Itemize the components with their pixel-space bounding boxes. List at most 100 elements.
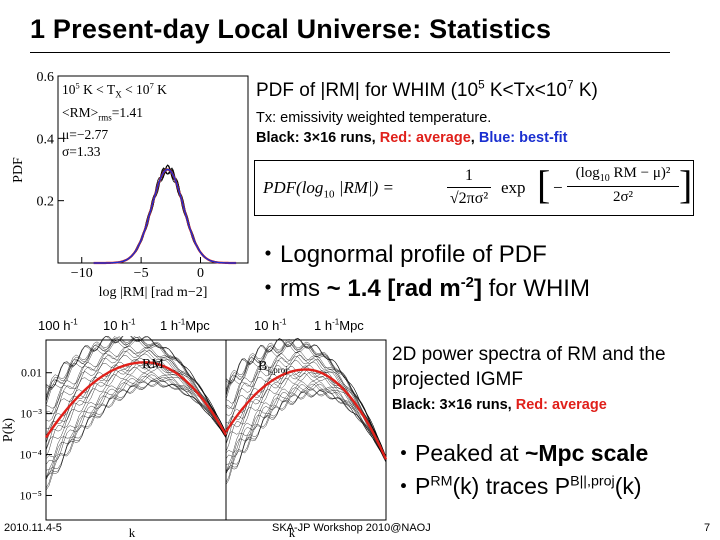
spectra-left-run-line	[45, 373, 227, 471]
spectra-right-run-line	[225, 355, 387, 459]
spectra-left-run-line	[45, 379, 227, 489]
footer-workshop: SKA-JP Workshop 2010@NAOJ	[272, 522, 431, 534]
scale-label-1-left: 1 h-1Mpc	[160, 317, 210, 333]
formula-bracket-left: [	[537, 162, 551, 207]
spectra-right-curves	[224, 337, 388, 485]
pdf-plot: −10 −5 0 0.2 0.4 0.6 PDF log |RM| [rad m−2]	[11, 70, 249, 300]
pdf-ytick-label: 0.4	[37, 132, 55, 147]
spectra-right-run-line	[225, 381, 387, 465]
spectra-left-run-line	[45, 345, 227, 435]
spectra-left-run-line	[45, 336, 227, 433]
pdf-run-line	[93, 164, 235, 264]
spectra-ytick-label: 0.01	[21, 366, 42, 380]
pdf-xtick-label: −10	[71, 266, 93, 281]
spectra-legend: Black: 3×16 runs, Red: average	[392, 397, 607, 413]
spectra-left-average-line	[45, 361, 228, 439]
pdf-run-line	[93, 164, 235, 264]
pdf-xlabel: log |RM| [rad m−2]	[99, 285, 208, 300]
spectra-right-run-line	[225, 387, 387, 483]
spectra-left-run-line	[45, 338, 227, 433]
spectra-right-label: B||,proj	[258, 359, 288, 375]
tx-note: Tx: emissivity weighted temperature.	[256, 110, 492, 126]
pdf-rms-value: <RM>rms=1.41	[62, 104, 143, 123]
pdf-run-line	[93, 167, 235, 264]
pdf-legend: Black: 3×16 runs, Red: average, Blue: be…	[256, 130, 568, 146]
spectra-left-run-line	[45, 380, 227, 481]
pdf-average-line	[93, 168, 237, 265]
scale-label-1-right: 1 h-1Mpc	[314, 317, 364, 333]
spectra-right-run-line	[225, 343, 387, 458]
pdf-run-line	[93, 168, 235, 264]
page-number: 7	[704, 522, 711, 534]
formula-minus: −	[553, 178, 563, 197]
spectra-left-run-line	[46, 349, 227, 435]
pdf-xtick-label: −5	[134, 266, 149, 281]
spectra-ticks: 0.01 10⁻³ 10⁻⁴ 10⁻⁵	[19, 366, 52, 502]
pdf-run-line	[93, 164, 235, 264]
power-spectra-plot: 0.01 10⁻³ 10⁻⁴ 10⁻⁵ P(k) RM B||,proj k k	[1, 336, 388, 540]
pdf-temp-range: 105 K < TX < 107 K	[62, 81, 167, 100]
pdf-plot-frame	[57, 75, 249, 264]
pdf-ytick-label: 0.2	[37, 195, 55, 210]
pdf-run-line	[93, 167, 235, 264]
formula-inner-fraction: (log10 RM − μ)² 2σ²	[567, 165, 679, 206]
pdf-curves	[93, 164, 237, 265]
spectra-left-run-line	[45, 336, 227, 433]
spectra-xlabel-right: k	[289, 525, 296, 540]
title-divider	[30, 52, 670, 53]
pdf-ytick-label: 0.6	[37, 70, 55, 85]
pdf-run-line	[93, 164, 235, 264]
spectra-ylabel: P(k)	[1, 418, 16, 442]
spectra-ytick-label: 10⁻⁴	[19, 448, 42, 462]
lognormal-formula: PDF(log10 |RM|) = 1 √2πσ² exp [ − (log10…	[254, 160, 694, 216]
pdf-bestfit-line	[93, 168, 237, 264]
slide-title: 1 Present-day Local Universe: Statistics	[30, 14, 552, 44]
pdf-ticks: −10 −5 0 0.2 0.4 0.6	[37, 70, 205, 281]
scale-label-10-left: 10 h-1	[103, 317, 136, 333]
spectra-left-label: RM	[142, 357, 164, 372]
spectra-right-run-line	[225, 372, 387, 460]
spectra-right-run-line	[225, 338, 387, 457]
spectra-right-run-line	[225, 390, 387, 475]
pdf-xtick-label: 0	[197, 266, 204, 281]
scale-label-10-right: 10 h-1	[254, 317, 287, 333]
scale-label-100: 100 h-1	[38, 317, 78, 333]
spectra-left-run-line	[45, 347, 227, 434]
spectra-left-curves	[45, 336, 228, 491]
pdf-run-line	[93, 164, 235, 264]
pdf-stats: 105 K < TX < 107 K <RM>rms=1.41 μ=−2.77 …	[62, 81, 167, 160]
pdf-heading: PDF of |RM| for WHIM (105 K<Tx<107 K)	[256, 78, 598, 101]
spectra-ytick-label: 10⁻⁵	[19, 488, 42, 502]
bullet-peaked: ・Peaked at ~Mpc scale	[392, 440, 649, 466]
spectra-xlabel-left: k	[129, 525, 136, 540]
bullet-lognormal: ・Lognormal profile of PDF	[256, 241, 547, 268]
footer-date: 2010.11.4-5	[4, 522, 62, 534]
pdf-sigma-value: σ=1.33	[62, 144, 101, 160]
pdf-run-line	[93, 167, 235, 264]
pdf-run-line	[93, 164, 235, 264]
spectra-right-run-line	[225, 352, 387, 459]
spectra-right-average-line	[224, 368, 388, 460]
formula-fraction: 1 √2πσ²	[447, 167, 491, 208]
spectra-right-run-line	[225, 389, 387, 485]
spectra-right-run-line	[225, 354, 387, 459]
formula-bracket-right: ]	[679, 162, 693, 207]
spectra-right-run-line	[225, 351, 387, 459]
spectra-left-run-line	[45, 380, 227, 491]
spectra-ytick-label: 10⁻³	[20, 407, 42, 421]
spectra-left-run-line	[45, 350, 227, 435]
pdf-run-line	[93, 167, 235, 264]
bullet-traces: ・PRM(k) traces PB||,proj(k)	[392, 473, 642, 499]
spectra-right-run-line	[225, 339, 387, 457]
pdf-run-line	[93, 164, 235, 264]
pdf-ylabel: PDF	[11, 157, 26, 183]
formula-exp: exp	[501, 178, 526, 197]
pdf-run-line	[93, 168, 235, 264]
spectra-heading: 2D power spectra of RM and the projected…	[392, 344, 666, 390]
bullet-rms: ・rms ~ 1.4 [rad m-2] for WHIM	[256, 275, 590, 302]
formula-lhs: PDF(log10 |RM|) =	[263, 178, 394, 201]
pdf-run-line	[93, 167, 235, 264]
spectra-left-run-line	[45, 336, 227, 433]
pdf-mu-value: μ=−2.77	[62, 127, 109, 143]
spectra-left-run-line	[45, 364, 227, 458]
